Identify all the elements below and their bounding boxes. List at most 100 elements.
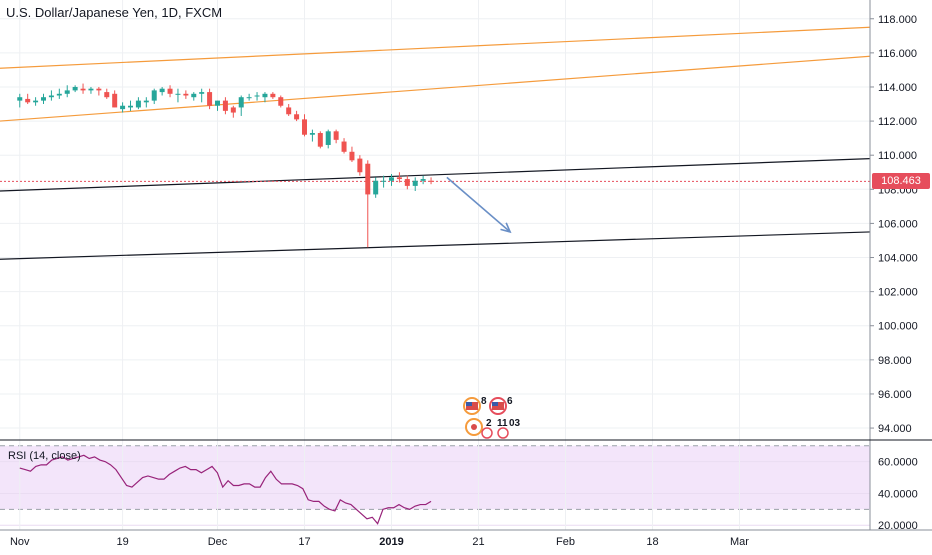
candle-body[interactable] <box>207 92 213 106</box>
time-tick-label: 19 <box>116 536 128 548</box>
time-tick-label: 18 <box>646 536 658 548</box>
japan-flag-icon-dot <box>471 424 477 430</box>
candle-body[interactable] <box>199 92 205 94</box>
price-tick-label: 104.000 <box>878 253 918 265</box>
candle-body[interactable] <box>381 180 387 182</box>
time-tick-label: Dec <box>208 536 228 548</box>
candle-body[interactable] <box>412 180 418 186</box>
candle-body[interactable] <box>41 97 46 101</box>
time-tick-label: Feb <box>556 536 575 548</box>
candle-body[interactable] <box>428 180 434 182</box>
rsi-label: RSI (14, close) <box>8 450 81 462</box>
trend-line[interactable] <box>0 231 871 260</box>
candle-body[interactable] <box>25 98 31 103</box>
price-tick-label: 102.000 <box>878 287 918 299</box>
candle-body[interactable] <box>191 93 197 98</box>
candle-body[interactable] <box>286 107 292 115</box>
candle-body[interactable] <box>270 93 276 98</box>
us-flag-icon-canton <box>466 402 472 406</box>
candle-body[interactable] <box>254 95 260 97</box>
time-tick-label: 21 <box>472 536 484 548</box>
projection-arrow-head <box>500 222 512 234</box>
price-tick-label: 106.000 <box>878 218 918 230</box>
event-row-number: 11 <box>497 418 508 429</box>
candle-body[interactable] <box>230 107 236 113</box>
rsi-pane-band <box>0 445 870 510</box>
time-tick-label: 17 <box>298 536 310 548</box>
candle-layer[interactable] <box>17 83 434 248</box>
candle-body[interactable] <box>56 93 62 96</box>
trend-layer <box>0 26 871 260</box>
candle-body[interactable] <box>48 95 54 98</box>
candle-body[interactable] <box>143 100 149 103</box>
candle-body[interactable] <box>302 119 307 135</box>
candle-body[interactable] <box>341 141 347 152</box>
candle-body[interactable] <box>333 131 339 140</box>
candle-body[interactable] <box>88 88 94 91</box>
candle-body[interactable] <box>33 100 39 103</box>
candle-body[interactable] <box>294 114 300 120</box>
candle-body[interactable] <box>349 151 355 161</box>
candle-body[interactable] <box>215 100 220 106</box>
candle-body[interactable] <box>159 88 165 93</box>
candle-body[interactable] <box>278 97 284 106</box>
event-row-number: 03 <box>509 418 521 429</box>
candle-body[interactable] <box>167 88 173 94</box>
candle-body[interactable] <box>365 163 371 195</box>
candle-body[interactable] <box>64 90 70 94</box>
channel-line[interactable] <box>0 26 871 69</box>
candle-body[interactable] <box>396 177 402 180</box>
price-tick-label: 94.000 <box>878 423 912 435</box>
candle-body[interactable] <box>309 133 315 135</box>
candle-body[interactable] <box>104 92 110 98</box>
candle-body[interactable] <box>80 88 86 91</box>
projection-arrow[interactable] <box>446 176 511 233</box>
grid-layer <box>0 0 870 530</box>
candle-body[interactable] <box>238 97 244 108</box>
candle-body[interactable] <box>135 100 141 108</box>
candle-body[interactable] <box>17 97 23 101</box>
candle-body[interactable] <box>96 88 102 91</box>
candle-body[interactable] <box>128 105 133 108</box>
rsi-line <box>19 454 432 525</box>
candle-body[interactable] <box>420 179 426 181</box>
price-tick-label: 96.000 <box>878 389 912 401</box>
rsi-tick-label: 60.0000 <box>878 457 918 469</box>
channel-line[interactable] <box>0 55 871 122</box>
candle-body[interactable] <box>389 177 394 181</box>
candle-body[interactable] <box>183 93 189 96</box>
candle-body[interactable] <box>246 97 252 99</box>
time-tick-label: 2019 <box>379 536 403 548</box>
candle-body[interactable] <box>325 131 331 145</box>
candle-body[interactable] <box>222 100 228 111</box>
rsi-layer <box>19 454 432 525</box>
candle-body[interactable] <box>175 93 181 95</box>
event-bubble-icon[interactable] <box>497 427 509 439</box>
price-tick-label: 118.000 <box>878 14 917 26</box>
time-tick-label: Nov <box>10 536 30 548</box>
events-layer[interactable]: 8 6 2 11 03 <box>463 396 521 439</box>
trend-line[interactable] <box>0 158 871 192</box>
candle-body[interactable] <box>120 105 126 110</box>
event-row-number: 2 <box>486 418 492 429</box>
price-tick-label: 98.000 <box>878 355 912 367</box>
candle-body[interactable] <box>404 179 410 186</box>
rsi-tick-label: 40.0000 <box>878 488 918 500</box>
last-price-tag: 108.463 <box>872 173 930 190</box>
candle-body[interactable] <box>112 93 118 108</box>
event-count-a: 8 <box>481 396 487 407</box>
price-tick-label: 116.000 <box>878 48 917 60</box>
candle-body[interactable] <box>72 86 78 91</box>
event-bubble-icon[interactable] <box>481 427 493 439</box>
candle-body[interactable] <box>373 180 379 195</box>
candle-body[interactable] <box>317 133 323 147</box>
price-tick-label: 114.000 <box>878 82 917 94</box>
chart-title: U.S. Dollar/Japanese Yen, 1D, FXCM <box>6 5 223 20</box>
price-tick-label: 112.000 <box>878 116 917 128</box>
rsi-tick-label: 20.0000 <box>878 520 918 532</box>
candle-body[interactable] <box>357 158 363 173</box>
candle-body[interactable] <box>151 90 157 101</box>
candle-body[interactable] <box>262 93 268 98</box>
